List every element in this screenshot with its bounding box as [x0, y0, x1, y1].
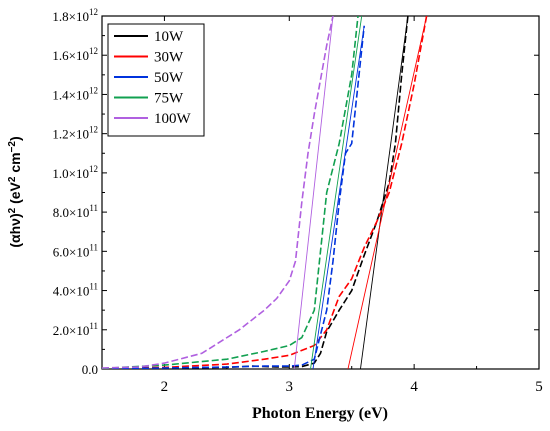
y-axis-label: (αhν)2 (eV2 cm−2)	[7, 136, 24, 247]
y-tick-label: 2.0×1011	[53, 321, 98, 338]
y-tick-label: 1.8×1012	[52, 7, 98, 24]
legend-label-50W: 50W	[154, 70, 184, 86]
legend-label-100W: 100W	[154, 111, 192, 127]
fit-line-75W	[310, 16, 363, 369]
y-tick-label: 1.6×1012	[52, 46, 98, 63]
x-tick-label: 5	[535, 379, 543, 395]
y-tick-label: 0.0	[82, 362, 98, 377]
x-tick-label: 3	[286, 379, 294, 395]
fit-line-50W	[312, 25, 365, 369]
y-tick-label: 1.2×1012	[52, 125, 98, 142]
legend: 10W 30W 50W 75W 100W	[107, 23, 205, 137]
x-tick-label: 4	[410, 379, 418, 395]
legend-label-75W: 75W	[154, 91, 184, 107]
fit-line-10W	[360, 16, 409, 369]
series-line-75W	[102, 16, 359, 369]
y-tick-label: 8.0×1011	[53, 203, 98, 220]
fit-line-100W	[293, 16, 334, 369]
legend-label-10W: 10W	[154, 29, 184, 45]
series-line-30W	[102, 16, 428, 369]
series-layer	[102, 16, 428, 369]
series-line-100W	[102, 16, 334, 369]
y-tick-label: 1.0×1012	[52, 164, 98, 181]
y-tick-label: 1.4×1012	[52, 85, 98, 102]
y-tick-label: 4.0×1011	[53, 282, 98, 299]
x-tick-label: 2	[161, 379, 169, 395]
series-line-50W	[102, 25, 365, 369]
y-tick-label: 6.0×1011	[53, 242, 98, 259]
fit-line-30W	[347, 16, 428, 369]
x-axis-label: Photon Energy (eV)	[252, 405, 388, 422]
y-axis: 0.0 2.0×1011 4.0×1011 6.0×1011 8.0×1011 1.0×1…	[52, 7, 539, 377]
legend-label-30W: 30W	[154, 50, 184, 66]
